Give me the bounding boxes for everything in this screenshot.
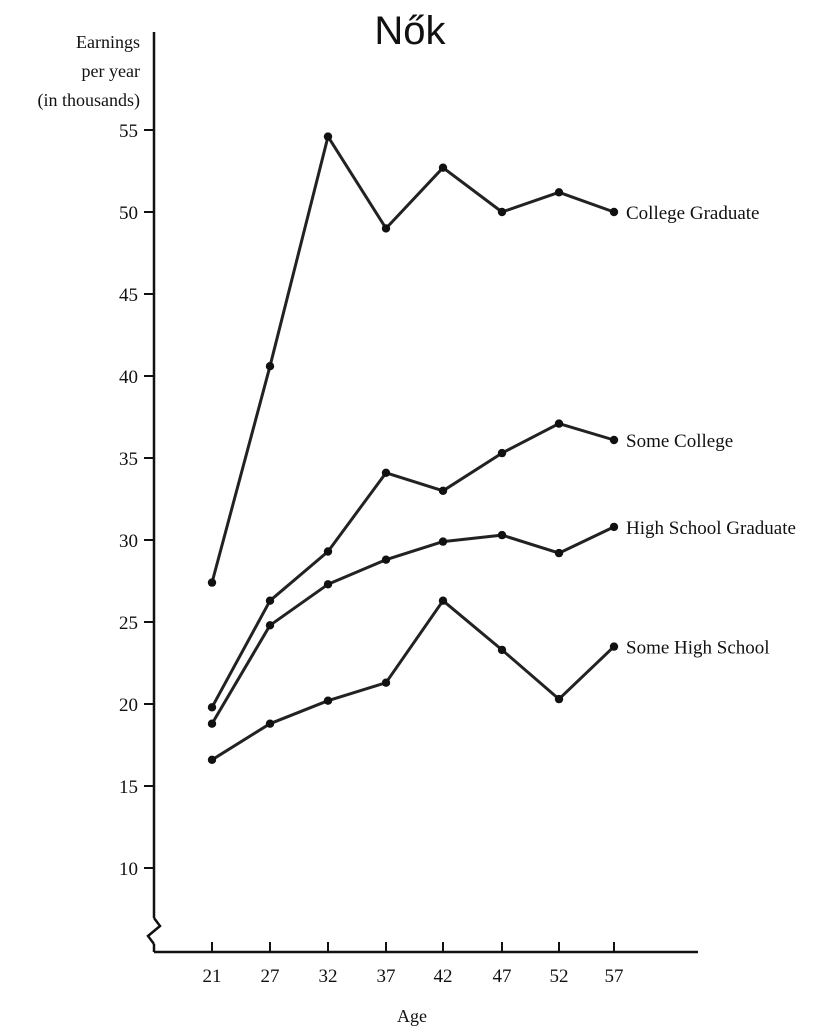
x-tick-label: 42: [434, 966, 453, 987]
data-point-some-college: [438, 486, 448, 495]
data-point-some-high-school: [381, 678, 391, 687]
series-line-some-college: [210, 422, 616, 709]
data-point-college-graduate: [381, 224, 391, 233]
x-tick-label: 32: [319, 966, 338, 987]
data-point-some-college: [207, 703, 217, 712]
data-point-high-school-graduate: [438, 537, 448, 546]
data-point-high-school-graduate: [609, 522, 619, 532]
data-point-some-college: [497, 448, 507, 458]
data-point-college-graduate: [207, 578, 217, 587]
series-label-high-school-graduate: High School Graduate: [626, 518, 796, 539]
data-point-some-high-school: [609, 642, 619, 651]
data-point-college-graduate: [323, 132, 333, 141]
y-tick-label: 25: [119, 613, 138, 634]
y-axis-title-line-3: (in thousands): [38, 90, 141, 111]
data-point-high-school-graduate: [381, 555, 391, 564]
data-point-some-high-school: [554, 694, 564, 704]
y-axis-break-mark: [146, 917, 162, 945]
y-tick-label: 20: [119, 695, 138, 716]
y-axis-ticks: 10 15 20 25 30 35 40 45 50 55: [119, 121, 154, 880]
data-point-some-high-school: [265, 719, 275, 728]
data-point-college-graduate: [554, 188, 564, 197]
y-axis-title-line-2: per year: [82, 61, 140, 81]
x-tick-label: 27: [261, 966, 280, 987]
data-point-college-graduate: [438, 163, 448, 172]
y-axis-title-line-1: Earnings: [76, 32, 140, 52]
data-point-some-high-school: [323, 696, 333, 705]
x-axis-ticks: 21 27 32 37 42 47 52 57: [203, 942, 624, 987]
data-point-some-high-school: [207, 755, 217, 764]
y-tick-label: 35: [119, 449, 138, 470]
x-tick-label: 47: [493, 966, 512, 987]
data-point-some-college: [265, 596, 275, 605]
data-point-some-college: [381, 468, 391, 477]
y-tick-label: 30: [119, 531, 138, 552]
data-point-some-college: [323, 547, 333, 556]
series-label-college-graduate: College Graduate: [626, 203, 759, 224]
series-label-some-high-school: Some High School: [626, 638, 770, 659]
y-tick-label: 15: [119, 777, 138, 798]
chart-title: Nők: [374, 9, 446, 53]
data-point-some-college: [554, 419, 564, 428]
data-point-high-school-graduate: [265, 621, 275, 630]
data-point-high-school-graduate: [497, 530, 507, 540]
data-point-high-school-graduate: [207, 719, 217, 728]
data-point-high-school-graduate: [554, 548, 564, 558]
series-layer: College Graduate Some College High School …: [207, 132, 796, 764]
data-point-college-graduate: [497, 207, 507, 217]
data-point-high-school-graduate: [323, 580, 333, 589]
y-tick-label: 50: [119, 203, 138, 224]
y-tick-label: 45: [119, 285, 138, 306]
y-tick-label: 10: [119, 859, 138, 880]
data-point-some-high-school: [438, 596, 448, 605]
data-point-college-graduate: [609, 207, 619, 217]
series-line-high-school-graduate: [210, 525, 616, 726]
x-tick-label: 57: [605, 966, 624, 987]
series-line-college-graduate: [210, 135, 616, 585]
data-point-some-high-school: [497, 645, 507, 655]
series-line-some-high-school: [210, 599, 616, 762]
series-label-some-college: Some College: [626, 431, 733, 452]
x-tick-label: 52: [550, 966, 569, 987]
x-tick-label: 37: [377, 966, 396, 987]
x-tick-label: 21: [203, 966, 222, 987]
data-point-college-graduate: [265, 362, 275, 371]
y-tick-label: 55: [119, 121, 138, 142]
x-axis-title: Age: [397, 1006, 427, 1026]
y-tick-label: 40: [119, 367, 138, 388]
data-point-some-college: [609, 435, 619, 445]
